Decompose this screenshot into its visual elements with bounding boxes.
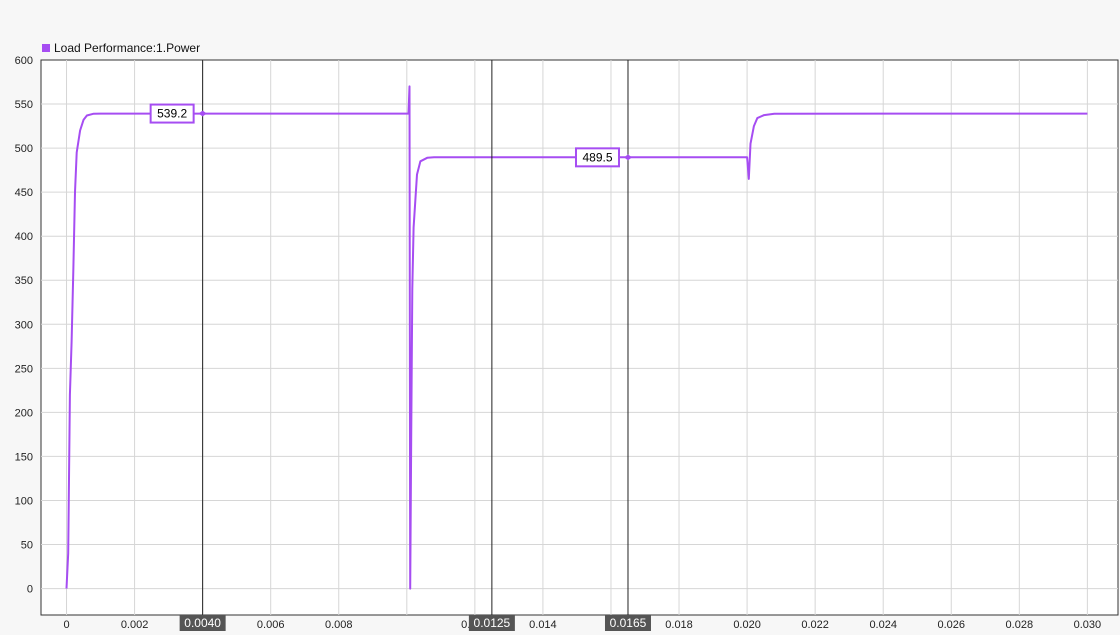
- cursor-label-box[interactable]: [468, 615, 515, 631]
- y-tick-label: 400: [15, 231, 33, 243]
- x-tick-label: 0.014: [529, 619, 557, 631]
- series-line: [65, 85, 1088, 590]
- marker-box[interactable]: [574, 147, 620, 168]
- y-tick-label: 200: [15, 407, 33, 419]
- x-tick-label: 0.028: [1006, 619, 1034, 631]
- x-tick-label: 0.026: [937, 619, 965, 631]
- cursor-label: 0.0040: [184, 616, 221, 630]
- marker-value: 539.2: [157, 107, 187, 121]
- marker-point: [623, 154, 632, 161]
- x-tick-label: 0.006: [257, 619, 285, 631]
- x-tick-label: 0.024: [869, 619, 897, 631]
- y-tick-label: 50: [21, 540, 33, 552]
- x-tick-label: 0.022: [801, 619, 829, 631]
- y-tick-label: 300: [15, 319, 33, 331]
- legend-swatch: [42, 44, 50, 52]
- y-axis-ticks: 0 50 100 150 200 250 300 350 400 450 500 550 600: [15, 55, 33, 596]
- cursor-label: 0.0125: [474, 616, 511, 630]
- x-tick-label: 0.008: [325, 619, 353, 631]
- x-tick-label: 0.002: [121, 619, 149, 631]
- series-layer: [65, 85, 1088, 590]
- cursor-label: 0.0165: [610, 616, 647, 630]
- x-tick-label: 0: [63, 619, 69, 631]
- y-tick-label: 500: [15, 143, 33, 155]
- legend[interactable]: Load Performance:1.Power: [42, 41, 200, 55]
- marker-box[interactable]: [149, 103, 195, 124]
- y-tick-label: 0: [27, 584, 33, 596]
- cursor-label-box[interactable]: [604, 615, 651, 631]
- x-tick-label: 0.030: [1074, 619, 1102, 631]
- x-tick-label: 0.020: [733, 619, 761, 631]
- y-tick-label: 450: [15, 187, 33, 199]
- cursor-layer: 0.0040 0.0125 0.0165: [179, 60, 651, 631]
- y-tick-label: 600: [15, 55, 33, 67]
- cursor-label-box[interactable]: [179, 615, 226, 631]
- marker-point: [198, 110, 207, 117]
- marker-layer: 539.2 489.5: [149, 103, 632, 168]
- y-tick-label: 550: [15, 99, 33, 111]
- legend-entry: Load Performance:1.Power: [54, 41, 200, 55]
- y-tick-label: 250: [15, 363, 33, 375]
- x-tick-label: 0.018: [665, 619, 693, 631]
- y-tick-label: 100: [15, 495, 33, 507]
- marker-value: 489.5: [582, 150, 612, 164]
- y-tick-label: 350: [15, 275, 33, 287]
- y-tick-label: 150: [15, 451, 33, 463]
